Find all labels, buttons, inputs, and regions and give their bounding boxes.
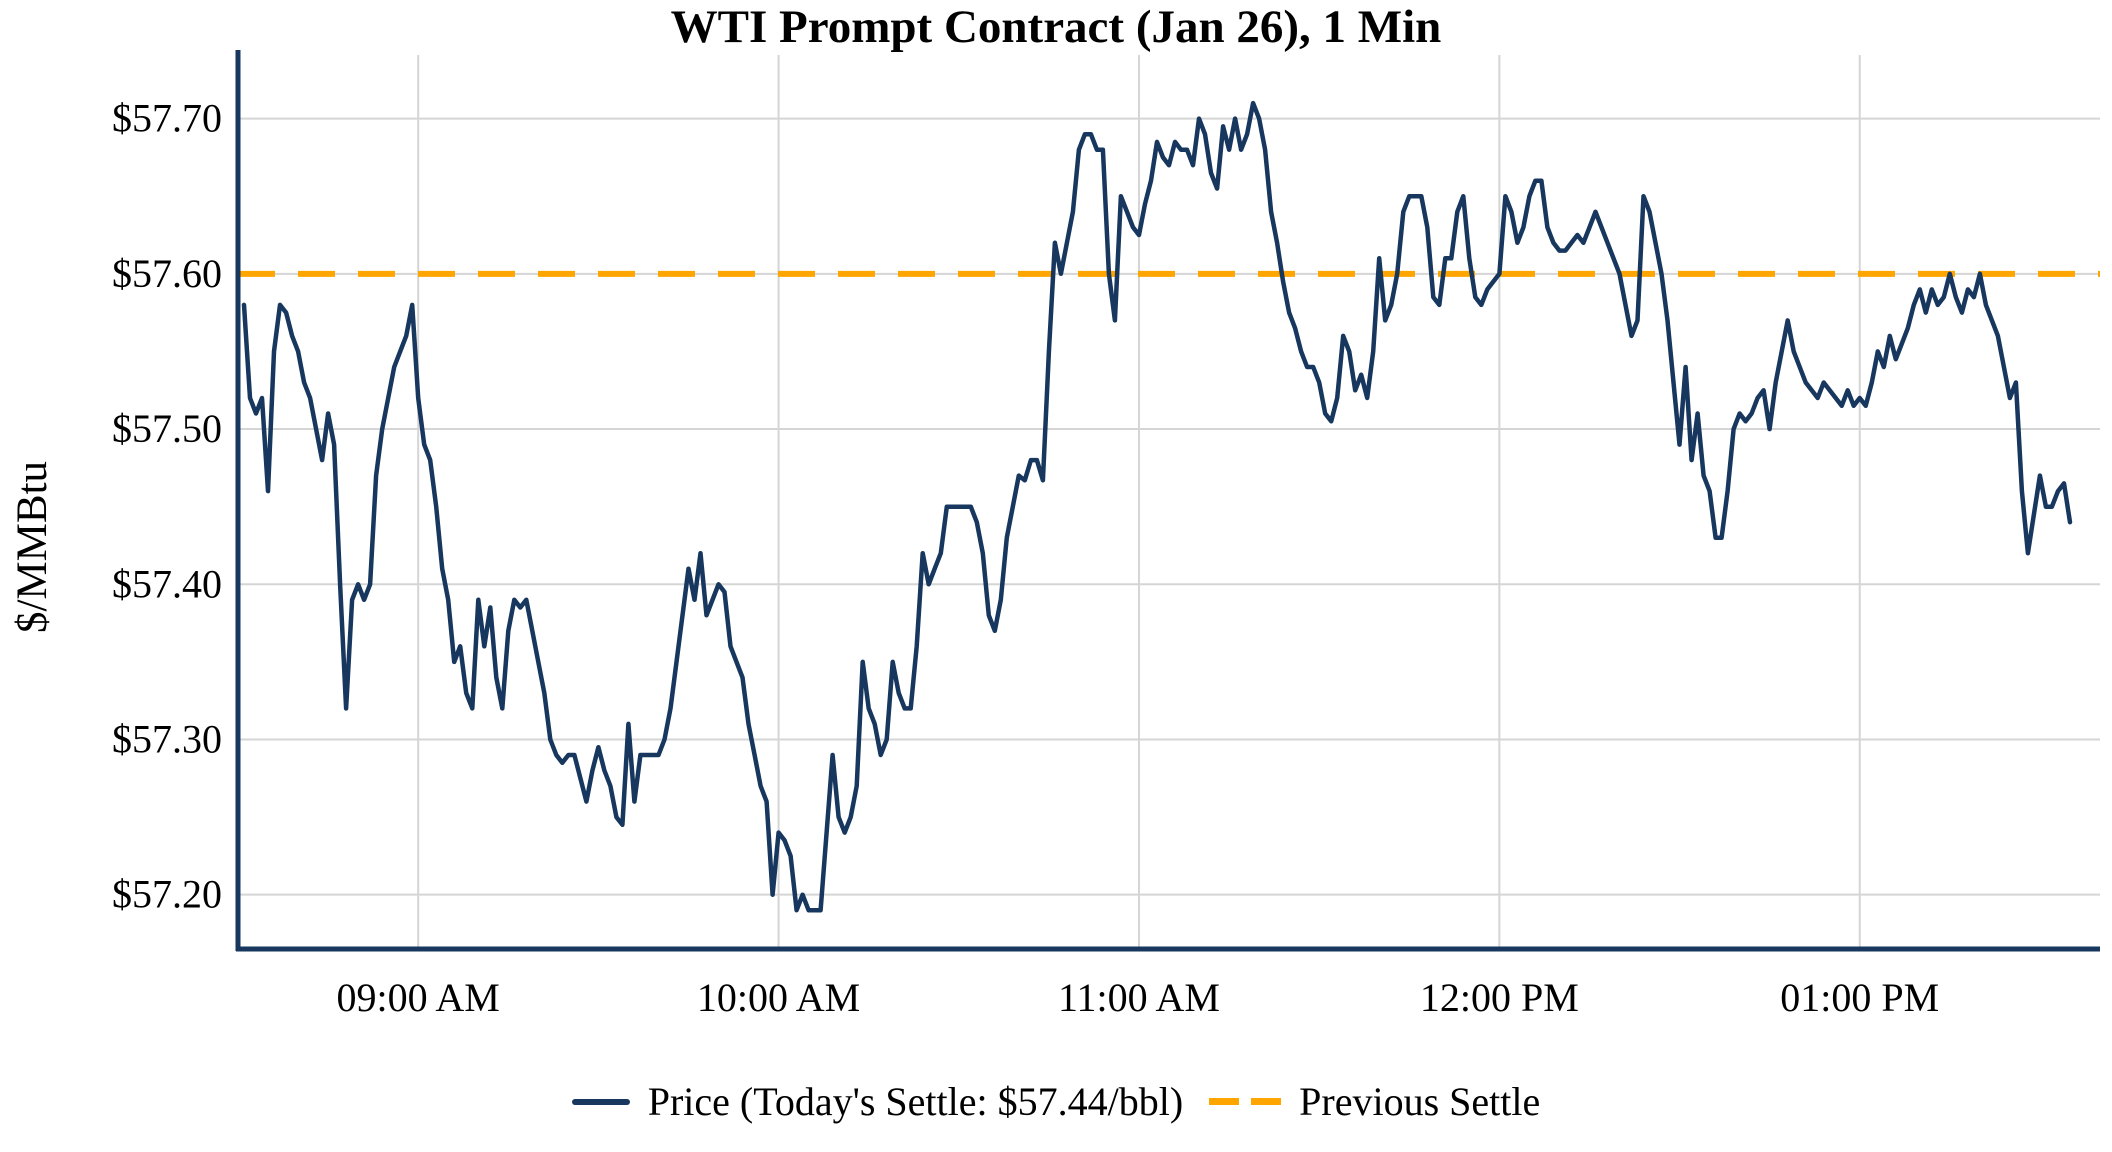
previous-settle-dash-swatch <box>1209 1098 1282 1105</box>
y-tick-label: $57.40 <box>112 561 222 606</box>
x-tick-label: 01:00 PM <box>1780 975 1939 1020</box>
price-line-swatch <box>571 1098 630 1105</box>
legend-item-price: Price (Today's Settle: $57.44/bbl) <box>571 1078 1184 1125</box>
x-tick-label: 10:00 AM <box>697 975 860 1020</box>
y-tick-label: $57.50 <box>112 406 222 451</box>
price-line <box>241 100 2073 913</box>
x-tick-label: 11:00 AM <box>1058 975 1220 1020</box>
legend-item-previous-settle: Previous Settle <box>1209 1078 1540 1125</box>
chart-title: WTI Prompt Contract (Jan 26), 1 Min <box>670 1 1442 53</box>
chart-legend: Price (Today's Settle: $57.44/bbl) Previ… <box>0 1078 2112 1125</box>
legend-previous-settle-label: Previous Settle <box>1299 1079 1541 1124</box>
y-tick-label: $57.30 <box>112 716 222 761</box>
y-tick-label: $57.70 <box>112 96 222 141</box>
y-tick-label: $57.60 <box>112 251 222 296</box>
x-tick-label: 12:00 PM <box>1420 975 1579 1020</box>
y-tick-label: $57.20 <box>112 872 222 917</box>
x-tick-label: 09:00 AM <box>337 975 500 1020</box>
legend-price-label: Price (Today's Settle: $57.44/bbl) <box>647 1079 1184 1124</box>
